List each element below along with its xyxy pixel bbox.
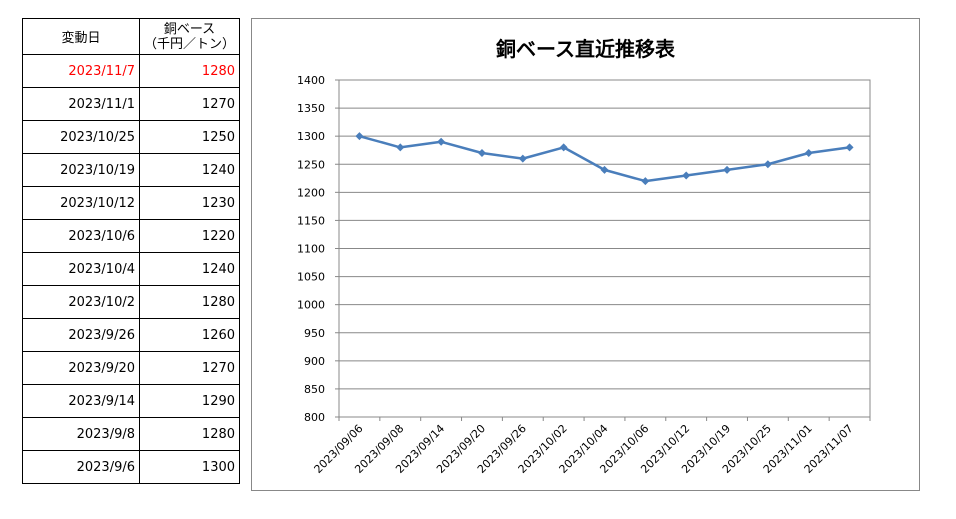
- price-history-table: 変動日 銅ベース （千円／トン） 2023/11/7 1280 2023/11/1 1…: [22, 18, 241, 484]
- row-price: 1250: [138, 120, 241, 154]
- data-point-marker: [559, 143, 568, 152]
- row-date: 2023/9/6: [22, 450, 140, 484]
- line-chart: 800 850 900 950 1000 1050 1100 1150 1200 1250 1300…: [297, 74, 871, 476]
- table-row: 2023/10/4 1240: [22, 252, 241, 286]
- row-date: 2023/9/20: [22, 351, 140, 385]
- row-date: 2023/11/1: [22, 87, 140, 121]
- row-price: 1300: [138, 450, 241, 484]
- y-tick-label: 900: [304, 355, 325, 368]
- y-tick-label: 1050: [297, 271, 325, 284]
- date-column-header: 変動日: [22, 18, 140, 55]
- table-row: 2023/10/19 1240: [22, 153, 241, 187]
- price-header-line1: 銅ベース: [163, 21, 216, 37]
- data-point-marker: [804, 149, 813, 158]
- row-date: 2023/10/2: [22, 285, 140, 319]
- y-tick-label: 800: [304, 411, 325, 424]
- table-row: 2023/9/14 1290: [22, 384, 241, 418]
- data-point-marker: [682, 171, 691, 180]
- table-header-row: 変動日 銅ベース （千円／トン）: [22, 18, 241, 55]
- table-row: 2023/10/6 1220: [22, 219, 241, 253]
- table-row: 2023/9/26 1260: [22, 318, 241, 352]
- table-row: 2023/10/25 1250: [22, 120, 241, 154]
- data-point-marker: [723, 165, 732, 174]
- y-tick-label: 1400: [297, 74, 325, 87]
- data-point-marker: [763, 160, 772, 169]
- row-price: 1270: [138, 351, 241, 385]
- row-date: 2023/9/14: [22, 384, 140, 418]
- table-row: 2023/11/1 1270: [22, 87, 241, 121]
- row-price: 1290: [138, 384, 241, 418]
- data-point-marker: [396, 143, 405, 152]
- row-date: 2023/10/25: [22, 120, 140, 154]
- y-tick-label: 950: [304, 327, 325, 340]
- series-line: [359, 134, 850, 183]
- y-tick-label: 850: [304, 383, 325, 396]
- row-price: 1280: [138, 417, 241, 451]
- data-point-marker: [600, 165, 609, 174]
- row-price: 1280: [138, 54, 241, 88]
- row-date: 2023/11/7: [22, 54, 140, 88]
- price-header-line2: （千円／トン）: [144, 36, 236, 52]
- table-row: 2023/9/20 1270: [22, 351, 241, 385]
- data-point-marker: [477, 149, 486, 158]
- row-price: 1280: [138, 285, 241, 319]
- data-point-marker: [355, 132, 364, 141]
- data-point-marker: [518, 154, 527, 163]
- data-point-marker: [641, 177, 650, 186]
- y-tick-label: 1350: [297, 102, 325, 115]
- row-date: 2023/10/12: [22, 186, 140, 220]
- y-tick-label: 1000: [297, 299, 325, 312]
- row-date: 2023/10/4: [22, 252, 140, 286]
- row-price: 1240: [138, 153, 241, 187]
- y-tick-label: 1100: [297, 243, 325, 256]
- row-date: 2023/10/6: [22, 219, 140, 253]
- table-row: 2023/9/6 1300: [22, 450, 241, 484]
- row-date: 2023/10/19: [22, 153, 140, 187]
- row-price: 1230: [138, 186, 241, 220]
- row-price: 1260: [138, 318, 241, 352]
- y-tick-label: 1200: [297, 186, 325, 199]
- data-point-marker: [437, 137, 446, 146]
- chart-panel: 銅ベース直近推移表 800 850 900 950 1000 1050 1100 1150 12…: [251, 18, 920, 491]
- row-price: 1220: [138, 219, 241, 253]
- chart-title: 銅ベース直近推移表: [496, 37, 675, 61]
- y-tick-label: 1150: [297, 214, 325, 227]
- y-tick-label: 1300: [297, 130, 325, 143]
- table-row: 2023/10/12 1230: [22, 186, 241, 220]
- row-price: 1240: [138, 252, 241, 286]
- table-row: 2023/11/7 1280: [22, 54, 241, 88]
- table-row: 2023/9/8 1280: [22, 417, 241, 451]
- y-tick-label: 1250: [297, 158, 325, 171]
- data-point-marker: [845, 143, 854, 152]
- row-date: 2023/9/26: [22, 318, 140, 352]
- price-column-header: 銅ベース （千円／トン）: [138, 18, 241, 55]
- row-price: 1270: [138, 87, 241, 121]
- table-row: 2023/10/2 1280: [22, 285, 241, 319]
- row-date: 2023/9/8: [22, 417, 140, 451]
